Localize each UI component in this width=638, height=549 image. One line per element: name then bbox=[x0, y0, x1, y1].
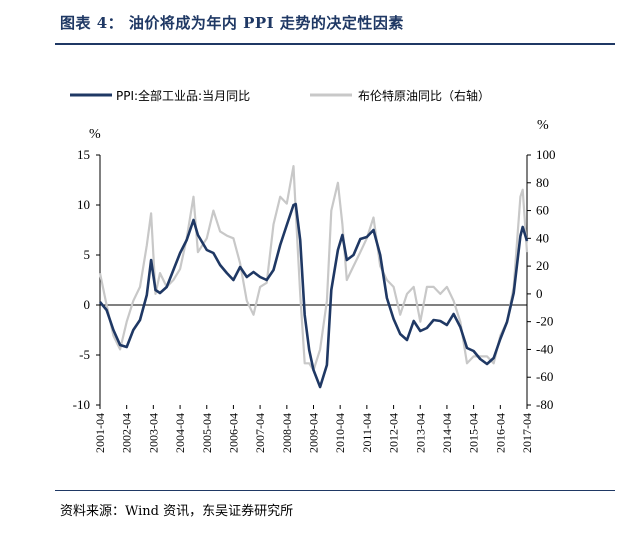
footer-rule bbox=[55, 490, 615, 491]
legend: PPI:全部工业品:当月同比 布伦特原油同比（右轴） bbox=[70, 88, 490, 103]
right-tick-label: -20 bbox=[536, 314, 553, 329]
right-tick-label: 80 bbox=[536, 175, 549, 190]
title-rule bbox=[55, 43, 615, 45]
series-line-ppi bbox=[98, 202, 529, 389]
left-tick-label: -10 bbox=[73, 397, 90, 412]
right-tick-label: 0 bbox=[536, 286, 543, 301]
right-tick-label: -40 bbox=[536, 341, 553, 356]
figure-title: 图表 4： 油价将成为年内 PPI 走势的决定性因素 bbox=[60, 14, 404, 32]
source-note: 资料来源：Wind 资讯，东吴证券研究所 bbox=[60, 504, 294, 519]
series-line-brent bbox=[98, 165, 529, 372]
right-tick-label: 40 bbox=[536, 230, 549, 245]
x-tick-label: 2007-04 bbox=[253, 413, 267, 453]
chart: PPI:全部工业品:当月同比 布伦特原油同比（右轴） % % -10 -5 0 5 10… bbox=[70, 88, 556, 453]
left-tick-label: 0 bbox=[84, 297, 91, 312]
right-tick-label: 20 bbox=[536, 258, 549, 273]
x-tick-label: 2005-04 bbox=[200, 413, 214, 453]
x-tick-label: 2011-04 bbox=[360, 413, 374, 453]
x-tick-label: 2015-04 bbox=[467, 413, 481, 453]
series-lines bbox=[98, 165, 529, 389]
right-tick-label: -60 bbox=[536, 369, 553, 384]
x-tick-label: 2002-04 bbox=[120, 413, 134, 453]
x-tick-label: 2003-04 bbox=[146, 413, 160, 453]
left-tick-label: 10 bbox=[77, 197, 90, 212]
x-tick-label: 2001-04 bbox=[93, 413, 107, 453]
x-tick-label: 2004-04 bbox=[173, 413, 187, 453]
right-tick-label: 60 bbox=[536, 203, 549, 218]
x-tick-label: 2006-04 bbox=[226, 413, 240, 453]
x-tick-label: 2008-04 bbox=[280, 413, 294, 453]
left-tick-label: 5 bbox=[84, 247, 91, 262]
right-tick-label: 100 bbox=[536, 147, 556, 162]
left-tick-label: -5 bbox=[79, 347, 90, 362]
left-tick-label: 15 bbox=[77, 147, 90, 162]
x-tick-label: 2012-04 bbox=[387, 413, 401, 453]
legend-label-brent: 布伦特原油同比（右轴） bbox=[358, 88, 490, 103]
x-tick-label: 2009-04 bbox=[307, 413, 321, 453]
x-tick-label: 2017-04 bbox=[520, 413, 534, 453]
axes: -10 -5 0 5 10 15 -80 -60 -40 -20 0 20 40 60 80 100 2001-… bbox=[73, 147, 556, 453]
x-tick-label: 2013-04 bbox=[413, 413, 427, 453]
right-tick-label: -80 bbox=[536, 397, 553, 412]
x-tick-label: 2016-04 bbox=[493, 413, 507, 453]
x-tick-label: 2010-04 bbox=[333, 413, 347, 453]
legend-label-ppi: PPI:全部工业品:当月同比 bbox=[116, 88, 250, 103]
left-axis-unit: % bbox=[89, 127, 101, 142]
x-tick-label: 2014-04 bbox=[440, 413, 454, 453]
right-axis-unit: % bbox=[537, 118, 549, 133]
